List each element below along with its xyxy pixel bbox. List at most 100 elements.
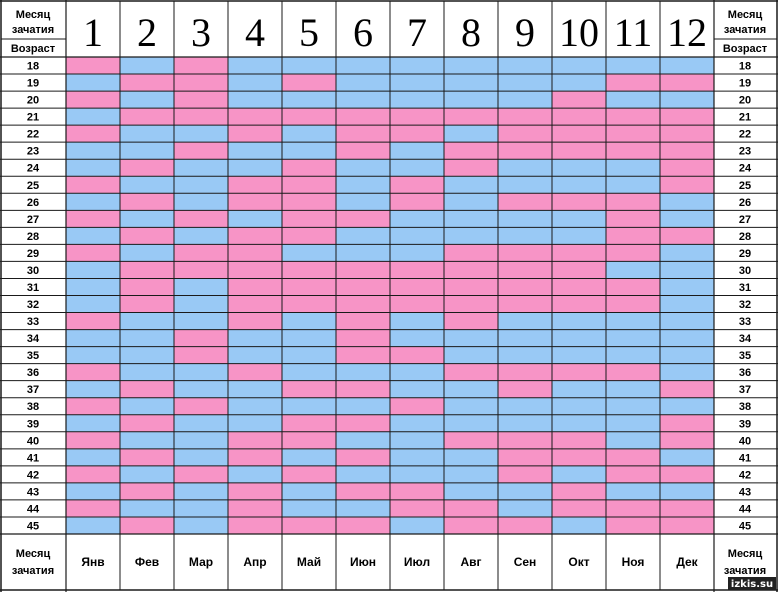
- cell-age-31-month-9: [498, 278, 552, 296]
- age-label-right-26: 26: [739, 197, 751, 209]
- footer-right-line-2: зачатия: [724, 565, 766, 577]
- cell-age-21-month-6: [336, 108, 390, 126]
- cell-age-23-month-5: [282, 142, 336, 160]
- cell-age-37-month-2: [120, 380, 174, 398]
- cell-age-31-month-2: [120, 278, 174, 296]
- cell-age-25-month-2: [120, 176, 174, 194]
- cell-age-22-month-1: [66, 125, 120, 143]
- cell-age-18-month-9: [498, 57, 552, 75]
- cell-age-37-month-11: [606, 380, 660, 398]
- cell-age-27-month-3: [174, 210, 228, 228]
- cell-age-22-month-8: [444, 125, 498, 143]
- cell-age-36-month-2: [120, 363, 174, 381]
- cell-age-45-month-8: [444, 516, 498, 534]
- cell-age-35-month-8: [444, 346, 498, 364]
- corner-right-line-1: Месяц: [728, 9, 763, 21]
- footer-month-6: Июн: [350, 555, 376, 569]
- cell-age-38-month-1: [66, 397, 120, 415]
- cell-age-28-month-7: [390, 227, 444, 245]
- footer-month-3: Мар: [189, 555, 213, 569]
- cell-age-27-month-11: [606, 210, 660, 228]
- cell-age-36-month-10: [552, 363, 606, 381]
- cell-age-22-month-2: [120, 125, 174, 143]
- cell-age-41-month-5: [282, 448, 336, 466]
- cell-age-20-month-6: [336, 91, 390, 109]
- cell-age-30-month-2: [120, 261, 174, 279]
- cell-age-30-month-10: [552, 261, 606, 279]
- cell-age-35-month-10: [552, 346, 606, 364]
- cell-age-27-month-6: [336, 210, 390, 228]
- watermark-box: [728, 577, 776, 590]
- age-label-left-29: 29: [27, 248, 39, 260]
- age-label-right-35: 35: [739, 350, 751, 362]
- corner-top-line-2: зачатия: [12, 24, 54, 36]
- cell-age-36-month-5: [282, 363, 336, 381]
- cell-age-27-month-10: [552, 210, 606, 228]
- cell-age-36-month-12: [660, 363, 714, 381]
- cell-age-22-month-11: [606, 125, 660, 143]
- age-label-right-24: 24: [739, 163, 752, 175]
- cell-age-25-month-9: [498, 176, 552, 194]
- age-label-left-36: 36: [27, 367, 39, 379]
- cell-age-24-month-7: [390, 159, 444, 177]
- cell-age-21-month-5: [282, 108, 336, 126]
- cell-age-28-month-5: [282, 227, 336, 245]
- cell-age-40-month-4: [228, 431, 282, 449]
- cell-age-26-month-10: [552, 193, 606, 211]
- cell-age-18-month-6: [336, 57, 390, 75]
- cell-age-42-month-12: [660, 465, 714, 483]
- cell-age-25-month-3: [174, 176, 228, 194]
- cell-age-34-month-12: [660, 329, 714, 347]
- cell-age-34-month-9: [498, 329, 552, 347]
- cell-age-43-month-2: [120, 482, 174, 500]
- age-label-left-20: 20: [27, 95, 39, 107]
- cell-age-27-month-1: [66, 210, 120, 228]
- cell-age-35-month-9: [498, 346, 552, 364]
- cell-age-25-month-11: [606, 176, 660, 194]
- text-layer: Месяц зачатия Возраст Месяц зачатия Возр…: [11, 9, 776, 590]
- cell-age-20-month-7: [390, 91, 444, 109]
- cell-age-42-month-5: [282, 465, 336, 483]
- cell-age-21-month-3: [174, 108, 228, 126]
- cell-age-31-month-8: [444, 278, 498, 296]
- cell-age-29-month-8: [444, 244, 498, 262]
- cell-age-32-month-12: [660, 295, 714, 313]
- cells-layer: [66, 57, 714, 534]
- footer-left-line-1: Месяц: [16, 548, 51, 560]
- cell-age-24-month-11: [606, 159, 660, 177]
- cell-age-35-month-7: [390, 346, 444, 364]
- cell-age-36-month-7: [390, 363, 444, 381]
- cell-age-26-month-4: [228, 193, 282, 211]
- cell-age-18-month-10: [552, 57, 606, 75]
- cell-age-41-month-12: [660, 448, 714, 466]
- cell-age-35-month-5: [282, 346, 336, 364]
- cell-age-22-month-4: [228, 125, 282, 143]
- age-label-left-37: 37: [27, 384, 39, 396]
- cell-age-45-month-10: [552, 516, 606, 534]
- cell-age-39-month-11: [606, 414, 660, 432]
- cell-age-34-month-11: [606, 329, 660, 347]
- cell-age-37-month-10: [552, 380, 606, 398]
- age-label-right-22: 22: [739, 129, 751, 141]
- cell-age-26-month-6: [336, 193, 390, 211]
- cell-age-31-month-7: [390, 278, 444, 296]
- cell-age-34-month-1: [66, 329, 120, 347]
- cell-age-20-month-10: [552, 91, 606, 109]
- cell-age-29-month-9: [498, 244, 552, 262]
- cell-age-43-month-7: [390, 482, 444, 500]
- cell-age-20-month-11: [606, 91, 660, 109]
- cell-age-42-month-2: [120, 465, 174, 483]
- cell-age-21-month-11: [606, 108, 660, 126]
- cell-age-33-month-2: [120, 312, 174, 330]
- cell-age-37-month-9: [498, 380, 552, 398]
- cell-age-29-month-1: [66, 244, 120, 262]
- cell-age-32-month-6: [336, 295, 390, 313]
- cell-age-24-month-4: [228, 159, 282, 177]
- cell-age-45-month-6: [336, 516, 390, 534]
- cell-age-40-month-2: [120, 431, 174, 449]
- cell-age-33-month-7: [390, 312, 444, 330]
- cell-age-32-month-10: [552, 295, 606, 313]
- cell-age-28-month-6: [336, 227, 390, 245]
- cell-age-23-month-11: [606, 142, 660, 160]
